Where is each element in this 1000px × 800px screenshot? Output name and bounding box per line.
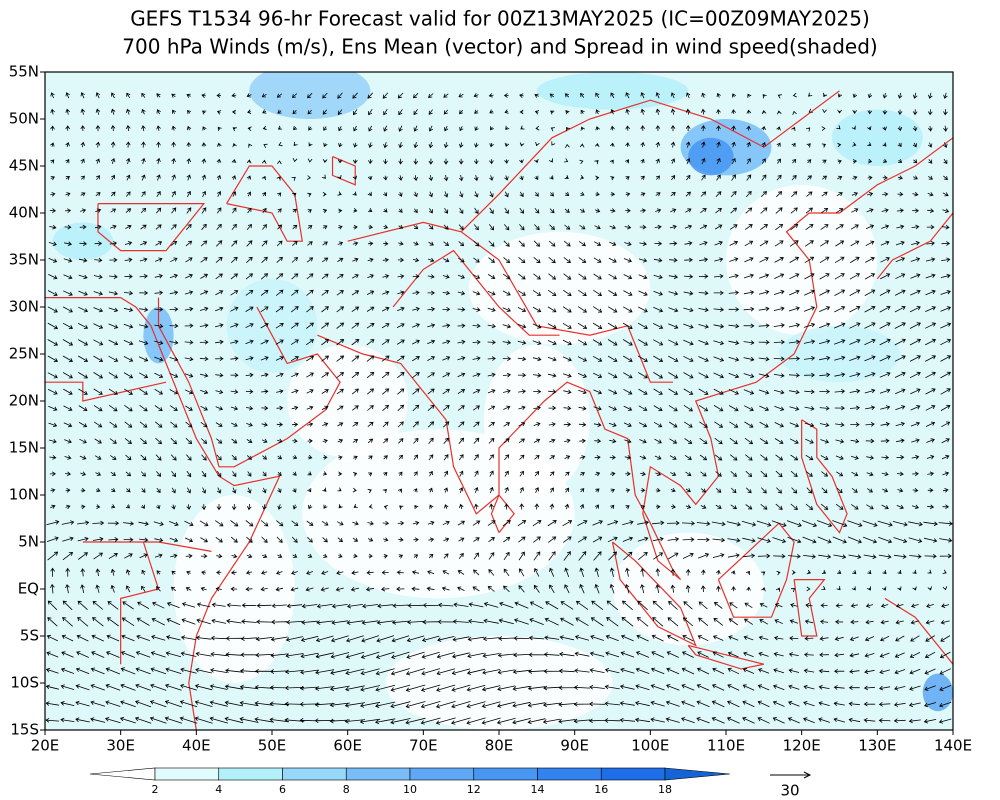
colorbar-segment — [345, 767, 411, 781]
lon-tick-label: 30E — [106, 737, 135, 755]
coastline — [331, 156, 356, 186]
colorbar-label: 18 — [658, 783, 672, 796]
colorbar-label: 4 — [215, 783, 222, 796]
lon-tick-label: 100E — [631, 737, 669, 755]
spread-shading — [922, 673, 953, 712]
coastline — [876, 212, 953, 280]
coastline — [97, 203, 206, 252]
lat-tick-label: 40N — [9, 204, 39, 222]
coastline — [82, 541, 212, 552]
lat-tick-label: 20N — [9, 392, 39, 410]
coastline — [801, 419, 848, 534]
lon-tick-label: 50E — [258, 737, 287, 755]
coastline — [717, 522, 795, 618]
coastline — [611, 541, 697, 647]
lat-tick-label: 15N — [9, 439, 39, 457]
colorbar-segment — [282, 767, 347, 781]
lat-tick-label: 50N — [9, 110, 39, 128]
spread-shading — [725, 184, 878, 336]
lat-tick-label: 30N — [9, 298, 39, 316]
colorbar-segment — [409, 767, 475, 781]
colorbar-label: 6 — [279, 783, 286, 796]
lat-tick-label: 10S — [10, 674, 39, 692]
coastline — [157, 297, 341, 468]
spread-shading — [226, 278, 318, 373]
coastline — [226, 165, 303, 242]
spread-shading — [536, 72, 689, 110]
lon-tick-label: 90E — [560, 737, 589, 755]
spread-shading — [385, 636, 613, 730]
lon-tick-label: 70E — [409, 737, 438, 755]
lon-tick-label: 130E — [858, 737, 896, 755]
lon-tick-label: 80E — [485, 737, 514, 755]
colorbar-label: 12 — [467, 783, 481, 796]
lat-tick-label: 45N — [9, 157, 39, 175]
coastline — [687, 644, 764, 670]
spread-shading — [831, 109, 923, 166]
coastline — [460, 90, 840, 233]
coastline — [45, 297, 281, 730]
colorbar-segment — [473, 767, 538, 781]
spread-shading — [688, 137, 734, 176]
lat-tick-label: 55N — [9, 63, 39, 81]
map-area — [45, 72, 953, 730]
colorbar-segment — [537, 767, 602, 781]
lat-tick-label: 35N — [9, 251, 39, 269]
spread-shading — [287, 344, 409, 458]
colorbar-segment — [154, 767, 220, 781]
subtitle: 700 hPa Winds (m/s), Ens Mean (vector) a… — [122, 35, 877, 59]
colorbar-label: 8 — [343, 783, 350, 796]
lat-tick-label: 15S — [10, 721, 39, 739]
coastline — [120, 541, 160, 665]
spread-shading — [483, 344, 590, 495]
lon-tick-label: 110E — [707, 737, 745, 755]
colorbar-low — [89, 767, 156, 781]
wind-vectors — [45, 92, 953, 725]
spread-shading — [468, 231, 651, 345]
colorbar-label: 16 — [594, 783, 608, 796]
coastline — [793, 578, 826, 637]
colorbar-segment — [218, 767, 283, 781]
coastline — [392, 249, 560, 336]
colorbar-label: 14 — [531, 783, 545, 796]
reference-label: 30 — [780, 782, 799, 800]
lon-tick-label: 120E — [783, 737, 821, 755]
reference-arrow-head — [803, 771, 812, 779]
spread-shading — [249, 72, 371, 119]
title: GEFS T1534 96-hr Forecast valid for 00Z1… — [130, 7, 870, 31]
lon-tick-label: 140E — [934, 737, 972, 755]
lat-tick-label: 5N — [18, 533, 39, 551]
spread-shading — [778, 325, 901, 383]
spread-shading — [52, 222, 114, 260]
spread-shading — [143, 307, 174, 364]
lat-tick-label: 25N — [9, 345, 39, 363]
colorbar-label: 2 — [152, 783, 159, 796]
colorbar-high — [664, 767, 731, 781]
lon-tick-label: 60E — [333, 737, 362, 755]
lon-tick-label: 40E — [182, 737, 211, 755]
lon-tick-label: 20E — [31, 737, 60, 755]
colorbar-label: 10 — [403, 783, 417, 796]
lat-tick-label: 5S — [20, 627, 39, 645]
lat-tick-label: 10N — [9, 486, 39, 504]
colorbar-segment — [600, 767, 666, 781]
lat-tick-label: EQ — [18, 580, 39, 598]
